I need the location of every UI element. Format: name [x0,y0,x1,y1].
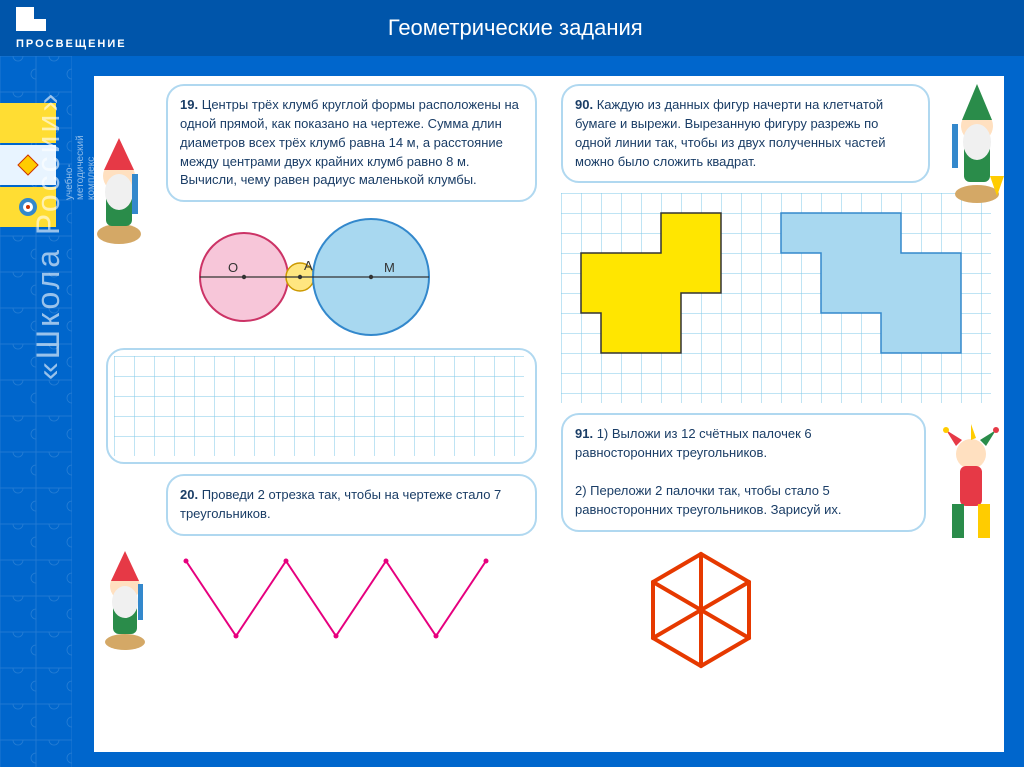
task-19: 19. Центры трёх клумб круглой формы расп… [166,84,537,202]
task-20-number: 20. [180,487,198,502]
label-M: M [384,260,395,275]
page-title: Геометрические задания [127,15,904,41]
logo-text: ПРОСВЕЩЕНИЕ [16,38,127,50]
gnome-illustration-2 [96,548,154,658]
shapes-on-grid [561,193,991,403]
task-90: 90. Каждую из данных фигур начерти на кл… [561,84,930,183]
task-20: 20. Проведи 2 отрезка так, чтобы на черт… [166,474,537,536]
jester-illustration [938,424,1004,554]
right-column: 90. Каждую из данных фигур начерти на кл… [549,76,1004,752]
task-91-number: 91. [575,426,593,441]
left-column: 19. Центры трёх клумб круглой формы расп… [94,76,549,752]
header: ПРОСВЕЩЕНИЕ Геометрические задания [0,0,1024,56]
hexagon-diagram [601,542,801,672]
task-19-number: 19. [180,97,198,112]
series-title-vertical: «Школа России» [30,91,67,380]
task-20-text: Проведи 2 отрезка так, чтобы на чертеже … [180,487,501,521]
content-area: 19. Центры трёх клумб круглой формы расп… [94,76,1004,752]
empty-grid-19 [106,348,537,464]
gnome-illustration-1 [88,134,150,254]
task-19-text: Центры трёх клумб круглой формы располож… [180,97,519,187]
label-O: O [228,260,238,275]
circles-diagram: O A M [166,212,466,342]
logo-icon [16,7,46,31]
task-91-line2: 2) Переложи 2 палочки так, чтобы стало 5… [575,483,842,517]
publisher-logo: ПРОСВЕЩЕНИЕ [16,7,127,50]
zigzag-diagram [166,546,506,646]
task-90-number: 90. [575,97,593,112]
task-90-text: Каждую из данных фигур начерти на клетча… [575,97,885,169]
task-91-line1: 1) Выложи из 12 счётных палочек 6 равнос… [575,426,812,460]
label-A: A [304,258,313,273]
task-91: 91. 1) Выложи из 12 счётных палочек 6 ра… [561,413,926,531]
gnome-illustration-3 [946,80,1008,210]
